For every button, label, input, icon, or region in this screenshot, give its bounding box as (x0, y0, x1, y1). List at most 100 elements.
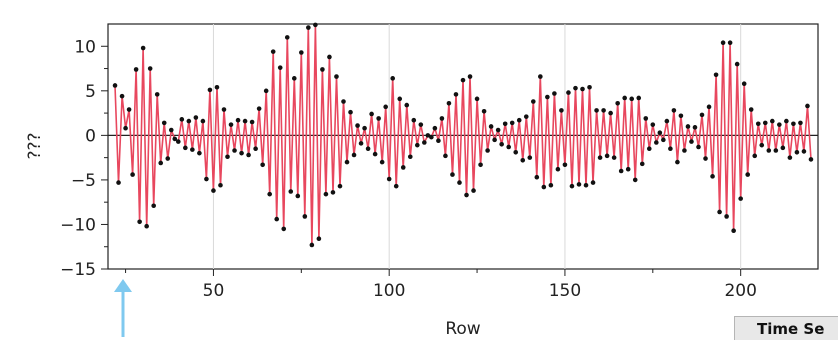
y-axis-title: ??? (25, 132, 45, 159)
data-point (256, 106, 262, 111)
data-point (801, 149, 807, 154)
data-point (154, 92, 160, 97)
data-point (274, 216, 280, 222)
data-point (214, 84, 220, 90)
y-tick-label: 0 (85, 126, 96, 146)
data-point (130, 172, 135, 177)
x-tick-label: 150 (549, 281, 581, 301)
y-axis: 10 5 0 −5 −10 −15 (60, 37, 108, 280)
data-point (309, 242, 315, 248)
data-point (355, 123, 360, 128)
data-point (492, 137, 497, 143)
data-point (330, 190, 336, 195)
data-point (646, 146, 652, 152)
data-point (734, 61, 740, 67)
row-pointer-arrow (114, 279, 132, 337)
data-point (344, 159, 350, 165)
data-point (337, 183, 343, 189)
series-group (112, 22, 814, 248)
data-point (235, 117, 241, 123)
data-point (664, 118, 670, 124)
data-point (407, 154, 413, 160)
data-point (379, 159, 385, 165)
data-point (699, 112, 705, 118)
data-point (608, 110, 613, 116)
data-point (654, 140, 659, 145)
data-point (780, 145, 786, 151)
data-point (172, 136, 178, 142)
data-point (625, 166, 631, 172)
data-point (464, 192, 469, 198)
data-point (400, 165, 406, 170)
data-point (555, 166, 561, 172)
data-point (601, 108, 606, 113)
data-point (429, 134, 434, 140)
data-point (140, 45, 146, 51)
data-point (168, 127, 174, 133)
data-point (249, 119, 255, 125)
data-point (446, 100, 452, 106)
data-point (179, 117, 185, 122)
data-point (422, 140, 427, 145)
data-point (516, 117, 522, 123)
data-point (717, 209, 722, 215)
data-point (618, 168, 624, 174)
data-point (281, 226, 287, 232)
data-point (144, 223, 149, 229)
data-point (372, 151, 378, 157)
x-axis: 50 100 150 200 (125, 269, 757, 301)
data-point (211, 188, 216, 193)
data-point (590, 180, 596, 185)
data-point (369, 111, 374, 117)
data-point (425, 133, 431, 138)
data-point (798, 120, 803, 126)
data-point (306, 25, 311, 30)
data-point (661, 137, 666, 143)
vertical-gridlines (212, 24, 742, 269)
data-point (313, 22, 318, 28)
data-point (267, 191, 272, 197)
data-point (204, 176, 209, 182)
data-point (147, 66, 153, 71)
data-point (239, 150, 244, 156)
data-point (404, 102, 410, 108)
data-point (657, 130, 663, 135)
data-point (302, 214, 308, 219)
data-point (636, 95, 642, 101)
data-point (583, 182, 589, 188)
data-point (752, 153, 758, 159)
data-point (263, 88, 269, 94)
x-tick-label: 200 (724, 281, 756, 301)
data-point (341, 99, 346, 104)
data-point (724, 214, 729, 219)
data-point (784, 118, 789, 124)
data-point (432, 125, 438, 131)
data-point (277, 65, 283, 70)
data-point (573, 85, 578, 91)
data-point (545, 94, 550, 100)
data-point (200, 118, 206, 124)
data-point (629, 96, 635, 102)
data-point (320, 67, 325, 72)
data-point (777, 122, 782, 127)
data-point (675, 159, 680, 165)
data-point (453, 92, 459, 97)
data-point (787, 155, 793, 160)
data-point (439, 116, 445, 121)
data-point (755, 121, 761, 127)
data-point (615, 100, 620, 106)
data-point (299, 50, 304, 55)
data-point (650, 122, 656, 127)
data-point (365, 146, 371, 152)
data-point (762, 120, 768, 126)
data-point (190, 147, 195, 152)
data-point (671, 108, 677, 113)
data-point (745, 172, 751, 177)
data-point (460, 77, 466, 83)
data-point (530, 99, 536, 104)
y-tick-label: −10 (60, 215, 96, 235)
data-point (186, 118, 192, 124)
data-point (773, 148, 779, 153)
data-point (703, 156, 708, 161)
data-point (161, 120, 167, 126)
